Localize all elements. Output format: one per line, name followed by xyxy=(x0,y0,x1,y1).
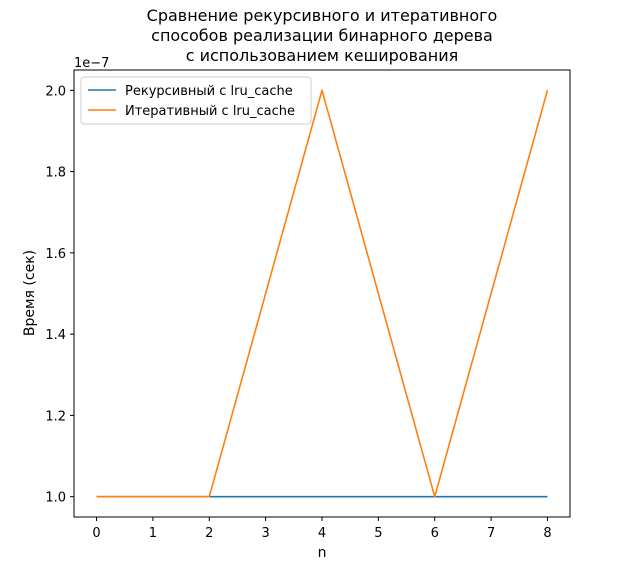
legend-label-0: Рекурсивный с lru_cache xyxy=(125,84,293,99)
chart-title-line-2: способов реализации бинарного дерева xyxy=(151,26,493,45)
x-tick-label: 6 xyxy=(431,526,439,541)
y-tick-label: 1.0 xyxy=(45,491,66,506)
x-tick-label: 5 xyxy=(374,526,382,541)
series-line-1 xyxy=(96,89,549,498)
legend-label-1: Итеративный с lru_cache xyxy=(125,104,295,119)
chart-title-line-3: с использованием кеширования xyxy=(185,46,459,65)
chart-title-line-1: Сравнение рекурсивного и итеративного xyxy=(146,6,498,25)
y-tick-label: 1.8 xyxy=(45,166,66,181)
y-tick-label: 1.2 xyxy=(45,409,66,424)
x-tick-label: 0 xyxy=(92,526,100,541)
legend: Рекурсивный с lru_cache Итеративный с lru… xyxy=(80,76,312,125)
x-tick-label: 7 xyxy=(487,526,495,541)
y-tick-label: 1.6 xyxy=(45,247,66,262)
x-axis-label: n xyxy=(318,545,327,561)
x-tick-label: 8 xyxy=(543,526,551,541)
y-offset-label: 1e−7 xyxy=(74,56,109,71)
x-tick-label: 2 xyxy=(205,526,213,541)
y-axis-label: Время (сек) xyxy=(22,250,38,336)
y-tick-label: 1.4 xyxy=(45,328,66,343)
y-tick-label: 2.0 xyxy=(45,84,66,99)
series-layer xyxy=(96,89,549,498)
x-tick-label: 1 xyxy=(149,526,157,541)
ticks-layer: 0 1 2 3 4 5 6 7 8 1.0 1.2 1.4 1.6 1.8 2.0 xyxy=(45,84,551,541)
x-tick-label: 3 xyxy=(261,526,269,541)
axes-frame xyxy=(73,69,571,518)
x-tick-label: 4 xyxy=(318,526,326,541)
legend-box xyxy=(80,76,312,125)
